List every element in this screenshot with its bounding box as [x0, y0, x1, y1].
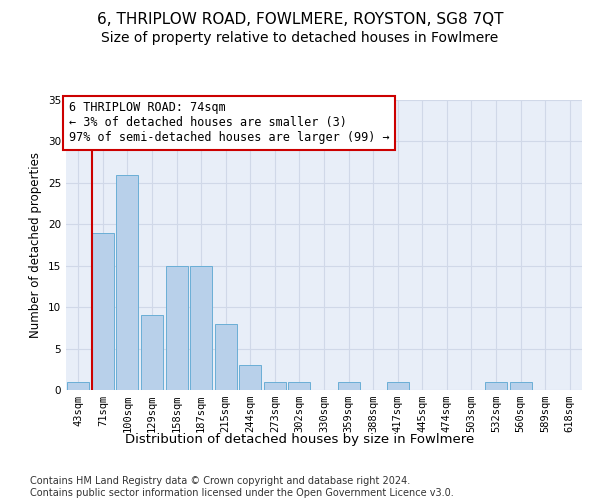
Bar [116, 174, 139, 390]
Bar [264, 382, 286, 390]
Bar [239, 365, 262, 390]
Text: 6 THRIPLOW ROAD: 74sqm
← 3% of detached houses are smaller (3)
97% of semi-detac: 6 THRIPLOW ROAD: 74sqm ← 3% of detached … [68, 102, 389, 144]
Bar [190, 266, 212, 390]
Bar [92, 232, 114, 390]
Bar [166, 266, 188, 390]
Text: Contains HM Land Registry data © Crown copyright and database right 2024.
Contai: Contains HM Land Registry data © Crown c… [30, 476, 454, 498]
Text: Distribution of detached houses by size in Fowlmere: Distribution of detached houses by size … [125, 432, 475, 446]
Y-axis label: Number of detached properties: Number of detached properties [29, 152, 43, 338]
Bar [67, 382, 89, 390]
Bar [509, 382, 532, 390]
Bar [289, 382, 310, 390]
Bar [338, 382, 359, 390]
Bar [386, 382, 409, 390]
Text: 6, THRIPLOW ROAD, FOWLMERE, ROYSTON, SG8 7QT: 6, THRIPLOW ROAD, FOWLMERE, ROYSTON, SG8… [97, 12, 503, 28]
Bar [215, 324, 237, 390]
Text: Size of property relative to detached houses in Fowlmere: Size of property relative to detached ho… [101, 31, 499, 45]
Bar [485, 382, 507, 390]
Bar [141, 316, 163, 390]
